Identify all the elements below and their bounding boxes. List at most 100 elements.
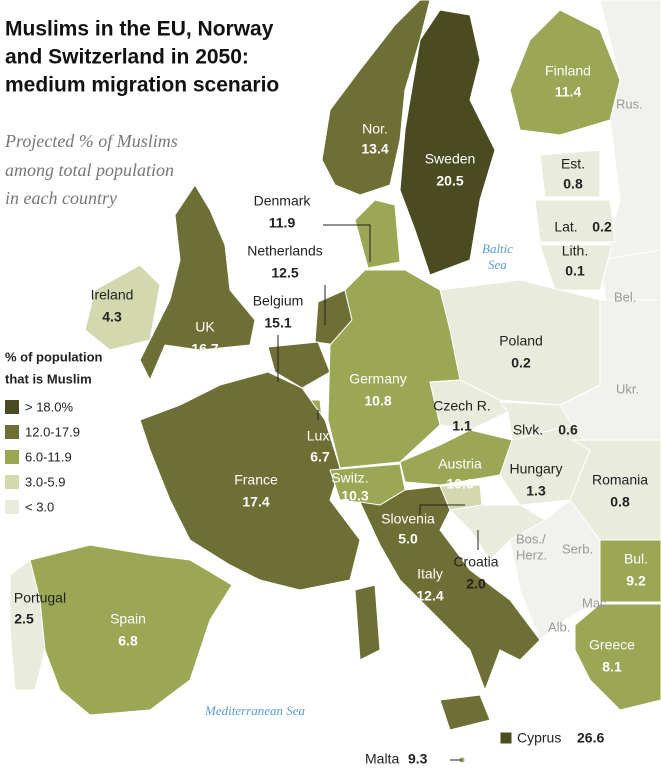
country [139,371,361,591]
country-name: Malta [365,751,399,767]
country-value: 10.3 [341,488,368,504]
country-name: Lat. [554,219,577,235]
country-value: 0.2 [511,355,531,371]
subtitle: in each country [5,188,117,208]
country-value: 11.4 [555,84,582,100]
legend-swatch [5,475,19,489]
sea-label: Sea [488,257,507,272]
title: and Switzerland in 2050: [5,46,249,69]
country-name: Ireland [91,287,134,303]
legend-swatch [5,425,19,439]
country-value: 2.5 [14,611,34,627]
country-name: Greece [589,637,635,653]
country-value: 13.4 [361,141,388,157]
legend-label: < 3.0 [25,499,54,514]
region-label: Mac. [582,595,610,610]
country [574,603,661,711]
country-value: 0.2 [592,219,612,235]
country-name: Croatia [453,554,498,570]
country-value: 8.1 [602,659,622,675]
country [499,731,513,745]
country-name: Austria [438,456,482,472]
country-name: Czech R. [433,398,491,414]
country-name: Lith. [562,243,588,259]
country-name: Lux. [307,428,333,444]
region-label: Herz. [516,547,547,562]
title: Muslims in the EU, Norway [5,18,274,41]
country [599,539,661,603]
country-value: 10.8 [364,393,391,409]
country-value: 17.4 [242,494,269,510]
country [399,9,496,276]
country-value: 1.1 [452,418,472,434]
region-label: Bel. [614,289,636,304]
country-name: Nor. [362,121,388,137]
country-value: 9.2 [626,573,646,589]
country-value: 6.7 [310,449,330,465]
country-name: Sweden [425,151,476,167]
country-name: Belgium [253,293,304,309]
region-label: Alb. [548,619,570,634]
country-value: 0.1 [565,263,585,279]
legend-label: 12.0-17.9 [25,424,80,439]
title: medium migration scenario [5,74,279,97]
country [354,199,401,269]
region-label: Bos./ [516,531,546,546]
country-value: 4.3 [102,309,122,325]
country [539,149,601,198]
country [534,199,616,243]
country-name: Hungary [510,461,563,477]
country-value: 26.6 [577,730,604,746]
legend-label: > 18.0% [25,399,74,414]
country-name: Spain [110,611,146,627]
country [539,244,613,291]
legend-label: 6.0-11.9 [25,449,72,464]
country-name: Bul. [624,551,648,567]
country-value: 20.5 [436,173,463,189]
country-name: Netherlands [247,243,323,259]
subtitle: among total population [5,160,174,180]
subtitle: Projected % of Muslims [4,131,178,151]
country-value: 12.5 [271,265,298,281]
country-name: Italy [417,566,443,582]
country-name: Finland [545,63,591,79]
country-name: Portugal [14,590,66,606]
legend-title: that is Muslim [5,371,92,386]
country-value: 5.0 [398,531,418,547]
legend-title: % of population [5,349,103,364]
legend-label: 3.0-5.9 [25,474,65,489]
country-name: Denmark [254,193,312,209]
country-value: 15.1 [264,315,291,331]
country-name: Est. [561,156,585,172]
country [327,269,461,469]
sea-label: Mediterranean Sea [204,703,306,718]
legend-swatch [5,500,19,514]
country [439,694,491,731]
legend-swatch [5,400,19,414]
country-value: 6.8 [118,633,138,649]
country [354,584,381,661]
country-name: France [234,472,278,488]
country [84,264,161,351]
country-name: Switz. [331,470,368,486]
country [29,544,233,716]
country [509,9,621,136]
country-value: 12.4 [416,588,443,604]
country-name: Slovenia [381,511,435,527]
region-label: Ukr. [616,381,639,396]
country-name: Germany [349,371,407,387]
country [267,341,331,389]
country-value: 0.6 [558,422,578,438]
country-name: Romania [592,472,648,488]
country-name: Slvk. [513,422,543,438]
country-name: Cyprus [517,730,561,746]
country-value: 11.9 [269,215,296,231]
country-value: 10.6 [446,476,473,492]
region-label: Rus. [616,96,643,111]
leader-line [323,224,371,262]
country-name: UK [195,319,215,335]
country-value: 0.8 [563,176,583,192]
country-name: Poland [499,333,543,349]
sea-label: Baltic [482,241,513,256]
